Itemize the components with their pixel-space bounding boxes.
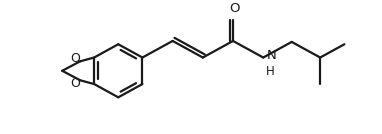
Text: O: O <box>70 52 80 65</box>
Text: O: O <box>229 2 239 15</box>
Text: N: N <box>267 49 277 62</box>
Text: H: H <box>266 65 275 78</box>
Text: O: O <box>70 77 80 90</box>
